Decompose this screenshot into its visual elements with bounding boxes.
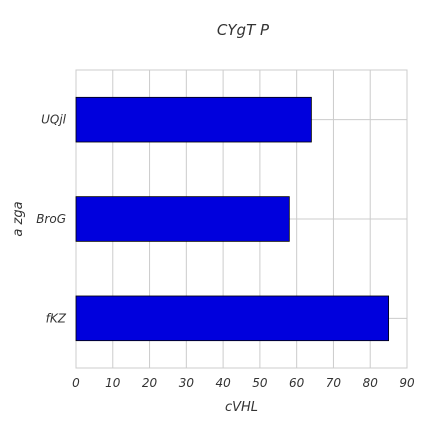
x-tick-label: 30 (179, 376, 195, 390)
y-axis-label: a zga (11, 201, 26, 236)
x-tick-label: 70 (326, 376, 342, 390)
x-tick-label: 20 (142, 376, 158, 390)
y-tick-labels: fKZ BroG UQjl (36, 113, 67, 326)
x-tick-label: 50 (252, 376, 268, 390)
bar-fKZ (75, 295, 390, 342)
y-tick-label: fKZ (46, 311, 67, 325)
x-tick-labels: 0 10 20 30 40 50 60 70 80 90 (72, 376, 415, 390)
bar-UQjl (75, 96, 312, 143)
x-tick-label: 90 (399, 376, 415, 390)
x-axis-label: cVHL (225, 400, 258, 415)
bar-BroG (75, 196, 290, 242)
y-tick-label: UQjl (41, 113, 67, 127)
y-tick-label: BroG (36, 212, 66, 226)
x-tick-label: 40 (215, 376, 231, 390)
x-tick-label: 10 (105, 376, 121, 390)
chart-title: CYgT P (217, 21, 270, 39)
bars (75, 96, 390, 342)
x-tick-label: 0 (72, 376, 80, 390)
x-tick-label: 80 (363, 376, 379, 390)
x-tick-label: 60 (289, 376, 305, 390)
